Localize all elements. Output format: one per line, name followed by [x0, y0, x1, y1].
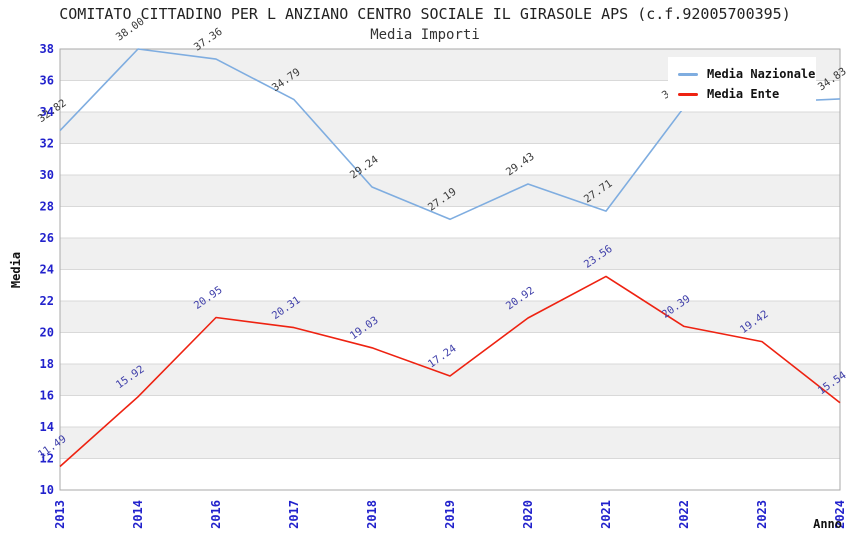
plot-border	[59, 48, 841, 491]
y-axis-title: Media	[9, 252, 23, 288]
grid-band	[60, 427, 840, 459]
legend-item-media-ente: Media Ente	[678, 84, 806, 104]
y-tick-label: 14	[40, 420, 54, 434]
y-tick-label: 36	[40, 74, 54, 88]
legend-swatch-nazionale-icon	[678, 72, 698, 76]
y-tick-label: 20	[40, 326, 54, 340]
grid-band	[60, 238, 840, 270]
x-tick-label: 2021	[599, 500, 613, 529]
legend-label-nazionale: Media Nazionale	[707, 67, 816, 81]
point-label-media-nazionale: 29.43	[504, 150, 537, 178]
y-tick-label: 24	[40, 263, 54, 277]
x-tick-label: 2024	[833, 500, 847, 529]
chart-title: COMITATO CITTADINO PER L ANZIANO CENTRO …	[59, 5, 791, 23]
y-tick-label: 12	[40, 452, 54, 466]
y-tick-label: 18	[40, 357, 54, 371]
x-tick-label: 2018	[365, 500, 379, 529]
x-tick-label: 2016	[209, 500, 223, 529]
y-tick-label: 26	[40, 231, 54, 245]
y-tick-label: 30	[40, 168, 54, 182]
chart-subtitle: Media Importi	[370, 27, 480, 43]
x-tick-label: 2014	[131, 500, 145, 529]
y-tick-label: 38	[40, 42, 54, 56]
grid-band	[60, 301, 840, 333]
grid-band	[60, 112, 840, 144]
series-line-media-ente	[59, 275, 841, 468]
legend: Media Nazionale Media Ente	[668, 57, 816, 111]
grid-band	[60, 364, 840, 396]
x-tick-label: 2023	[755, 500, 769, 529]
x-tick-label: 2013	[53, 500, 67, 529]
legend-swatch-ente-icon	[678, 92, 698, 96]
y-tick-label: 28	[40, 200, 54, 214]
x-tick-label: 2019	[443, 500, 457, 529]
y-tick-label: 32	[40, 137, 54, 151]
legend-label-ente: Media Ente	[707, 87, 780, 101]
y-tick-label: 16	[40, 389, 54, 403]
legend-item-media-nazionale: Media Nazionale	[678, 64, 815, 84]
x-tick-label: 2017	[287, 500, 301, 529]
grid-band	[60, 175, 840, 207]
y-tick-label: 22	[40, 294, 54, 308]
x-tick-label: 2020	[521, 500, 535, 529]
y-tick-label: 10	[40, 483, 54, 497]
x-tick-label: 2022	[677, 500, 691, 529]
x-axis-title: Anno	[813, 517, 842, 531]
y-tick-label: 34	[40, 105, 54, 119]
